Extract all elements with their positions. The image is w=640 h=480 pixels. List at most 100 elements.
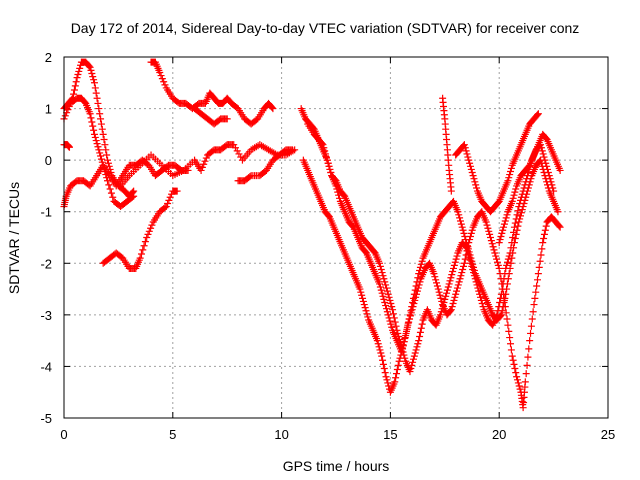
data-point	[375, 343, 383, 351]
data-point	[409, 303, 417, 311]
data-point	[499, 285, 507, 293]
data-point	[460, 259, 468, 267]
data-point	[382, 373, 390, 381]
data-point	[457, 272, 465, 280]
data-point	[487, 237, 495, 245]
data-point	[105, 181, 113, 189]
data-point	[65, 143, 73, 151]
data-point	[518, 206, 526, 214]
data-point	[88, 70, 96, 78]
data-point	[384, 311, 392, 319]
data-point	[446, 277, 454, 285]
data-point	[496, 298, 504, 306]
data-point	[323, 156, 331, 164]
data-point	[510, 223, 518, 231]
data-point	[101, 141, 109, 149]
y-tick-label: -4	[40, 359, 52, 374]
data-point	[376, 259, 384, 267]
data-point	[539, 150, 547, 158]
data-point	[514, 379, 522, 387]
data-point	[378, 269, 386, 277]
data-point	[415, 270, 423, 278]
data-point	[95, 146, 103, 154]
y-axis-label: SDTVAR / TECUs	[6, 182, 22, 294]
data-point	[394, 361, 402, 369]
data-point	[449, 268, 457, 276]
series-15	[495, 130, 564, 247]
data-point	[468, 169, 476, 177]
data-point	[453, 284, 461, 292]
data-point	[521, 378, 529, 386]
data-point	[325, 162, 333, 170]
data-point	[456, 217, 464, 225]
data-point	[380, 295, 388, 303]
data-point	[103, 151, 111, 159]
data-point	[488, 240, 496, 248]
data-point	[496, 270, 504, 278]
data-point	[476, 293, 484, 301]
data-point	[362, 307, 370, 315]
data-point	[540, 230, 548, 238]
data-point	[450, 261, 458, 269]
data-point	[541, 226, 549, 234]
data-point	[417, 260, 425, 268]
data-point	[459, 226, 467, 234]
plot-frame	[63, 56, 609, 419]
data-point	[364, 313, 372, 321]
data-point	[434, 285, 442, 293]
data-point	[460, 262, 468, 270]
y-tick-label: 2	[45, 50, 52, 65]
data-point	[197, 166, 205, 174]
data-point	[531, 294, 539, 302]
data-point	[498, 280, 506, 288]
data-point	[158, 75, 166, 83]
data-point	[90, 126, 98, 134]
data-point	[463, 247, 471, 255]
data-point	[411, 296, 419, 304]
data-point	[288, 146, 296, 154]
data-point	[376, 346, 384, 354]
data-point	[496, 236, 504, 244]
data-point	[507, 346, 515, 354]
data-point	[90, 130, 98, 138]
data-point	[417, 324, 425, 332]
data-point	[447, 187, 455, 195]
data-point	[156, 68, 164, 76]
data-point	[408, 306, 416, 314]
data-point	[393, 366, 401, 374]
data-point	[534, 110, 542, 118]
data-point	[447, 306, 455, 314]
data-point	[460, 229, 468, 237]
data-point	[516, 385, 524, 393]
data-point	[95, 105, 103, 113]
data-point	[379, 292, 387, 300]
data-point	[93, 140, 101, 148]
data-point	[533, 111, 541, 119]
data-point	[523, 175, 531, 183]
data-point	[490, 246, 498, 254]
data-point	[430, 270, 438, 278]
data-point	[517, 212, 525, 220]
data-point	[383, 287, 391, 295]
series-1	[60, 58, 138, 200]
data-point	[136, 254, 144, 262]
data-point	[246, 173, 254, 181]
data-point	[404, 321, 412, 329]
data-point	[386, 296, 394, 304]
data-point	[416, 278, 424, 286]
data-point	[381, 369, 389, 377]
data-point	[471, 178, 479, 186]
data-point	[549, 184, 557, 192]
data-point	[162, 203, 170, 211]
series-5	[147, 58, 277, 128]
data-point	[498, 229, 506, 237]
data-point	[399, 345, 407, 353]
data-point	[410, 352, 418, 360]
data-point	[94, 99, 102, 107]
data-point	[461, 255, 469, 263]
data-point	[457, 220, 465, 228]
data-point	[456, 275, 464, 283]
data-point	[86, 110, 94, 118]
x-tick-label: 5	[169, 427, 176, 442]
data-point	[165, 196, 173, 204]
